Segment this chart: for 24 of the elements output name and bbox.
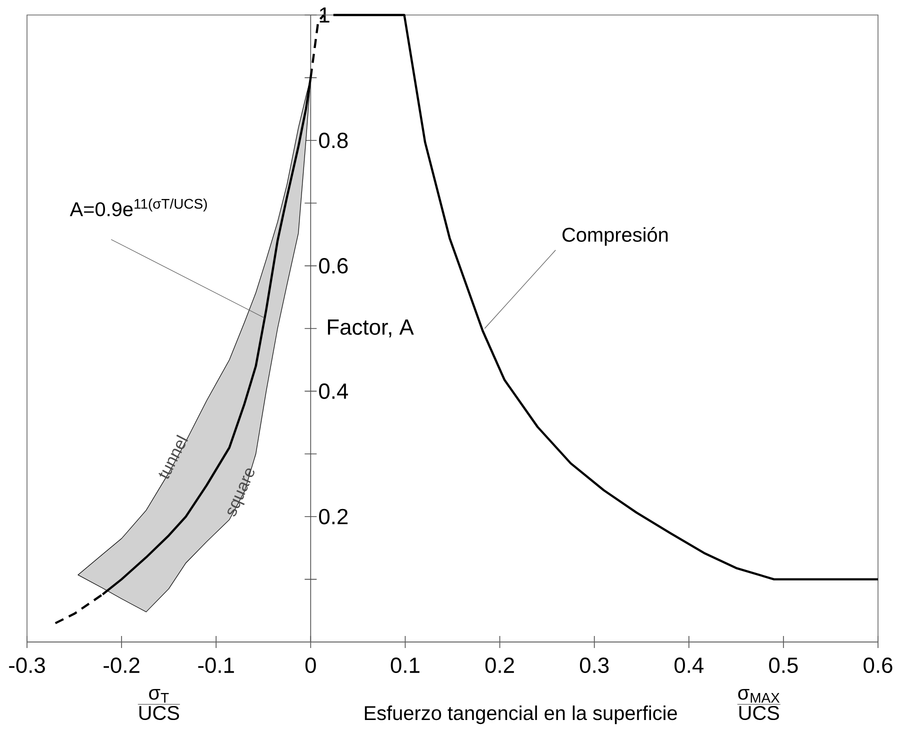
x-tick-label: 0 bbox=[305, 658, 316, 674]
text: σ$_{T}$ bbox=[149, 689, 169, 703]
x-tick-label: 0.2 bbox=[485, 658, 514, 674]
annotation: square bbox=[228, 468, 254, 516]
x-tick-label: -0.1 bbox=[198, 658, 234, 674]
x-tick-label: 0.5 bbox=[769, 658, 798, 674]
y-tick-label: 0.4 bbox=[319, 383, 348, 399]
y-tick-label: 1 bbox=[320, 7, 330, 23]
text: UCS bbox=[139, 706, 180, 720]
text: σ$_{MAX}$ bbox=[738, 689, 780, 703]
x-tick-label: 0.4 bbox=[674, 658, 704, 674]
x-tick-label: -0.2 bbox=[104, 658, 140, 674]
x-tick-label: -0.3 bbox=[9, 658, 45, 674]
annotation: Compresión bbox=[562, 226, 668, 246]
annotation: A=0.9e$^{11(σT/UCS)}$ bbox=[70, 198, 207, 216]
x-tick-label: 0.3 bbox=[580, 658, 609, 674]
y-tick-label: 0.8 bbox=[319, 132, 348, 148]
y-tick-label: 0.2 bbox=[319, 508, 348, 524]
text: UCS bbox=[739, 706, 779, 720]
y-tick-label: 0.6 bbox=[319, 258, 348, 274]
x-axis-title: Esfuerzo tangencial en la superficie bbox=[364, 706, 677, 724]
x-tick-label: 0.1 bbox=[390, 658, 420, 674]
y-axis-title: Factor, A bbox=[328, 320, 414, 338]
x-tick-label: 0.6 bbox=[864, 658, 892, 674]
